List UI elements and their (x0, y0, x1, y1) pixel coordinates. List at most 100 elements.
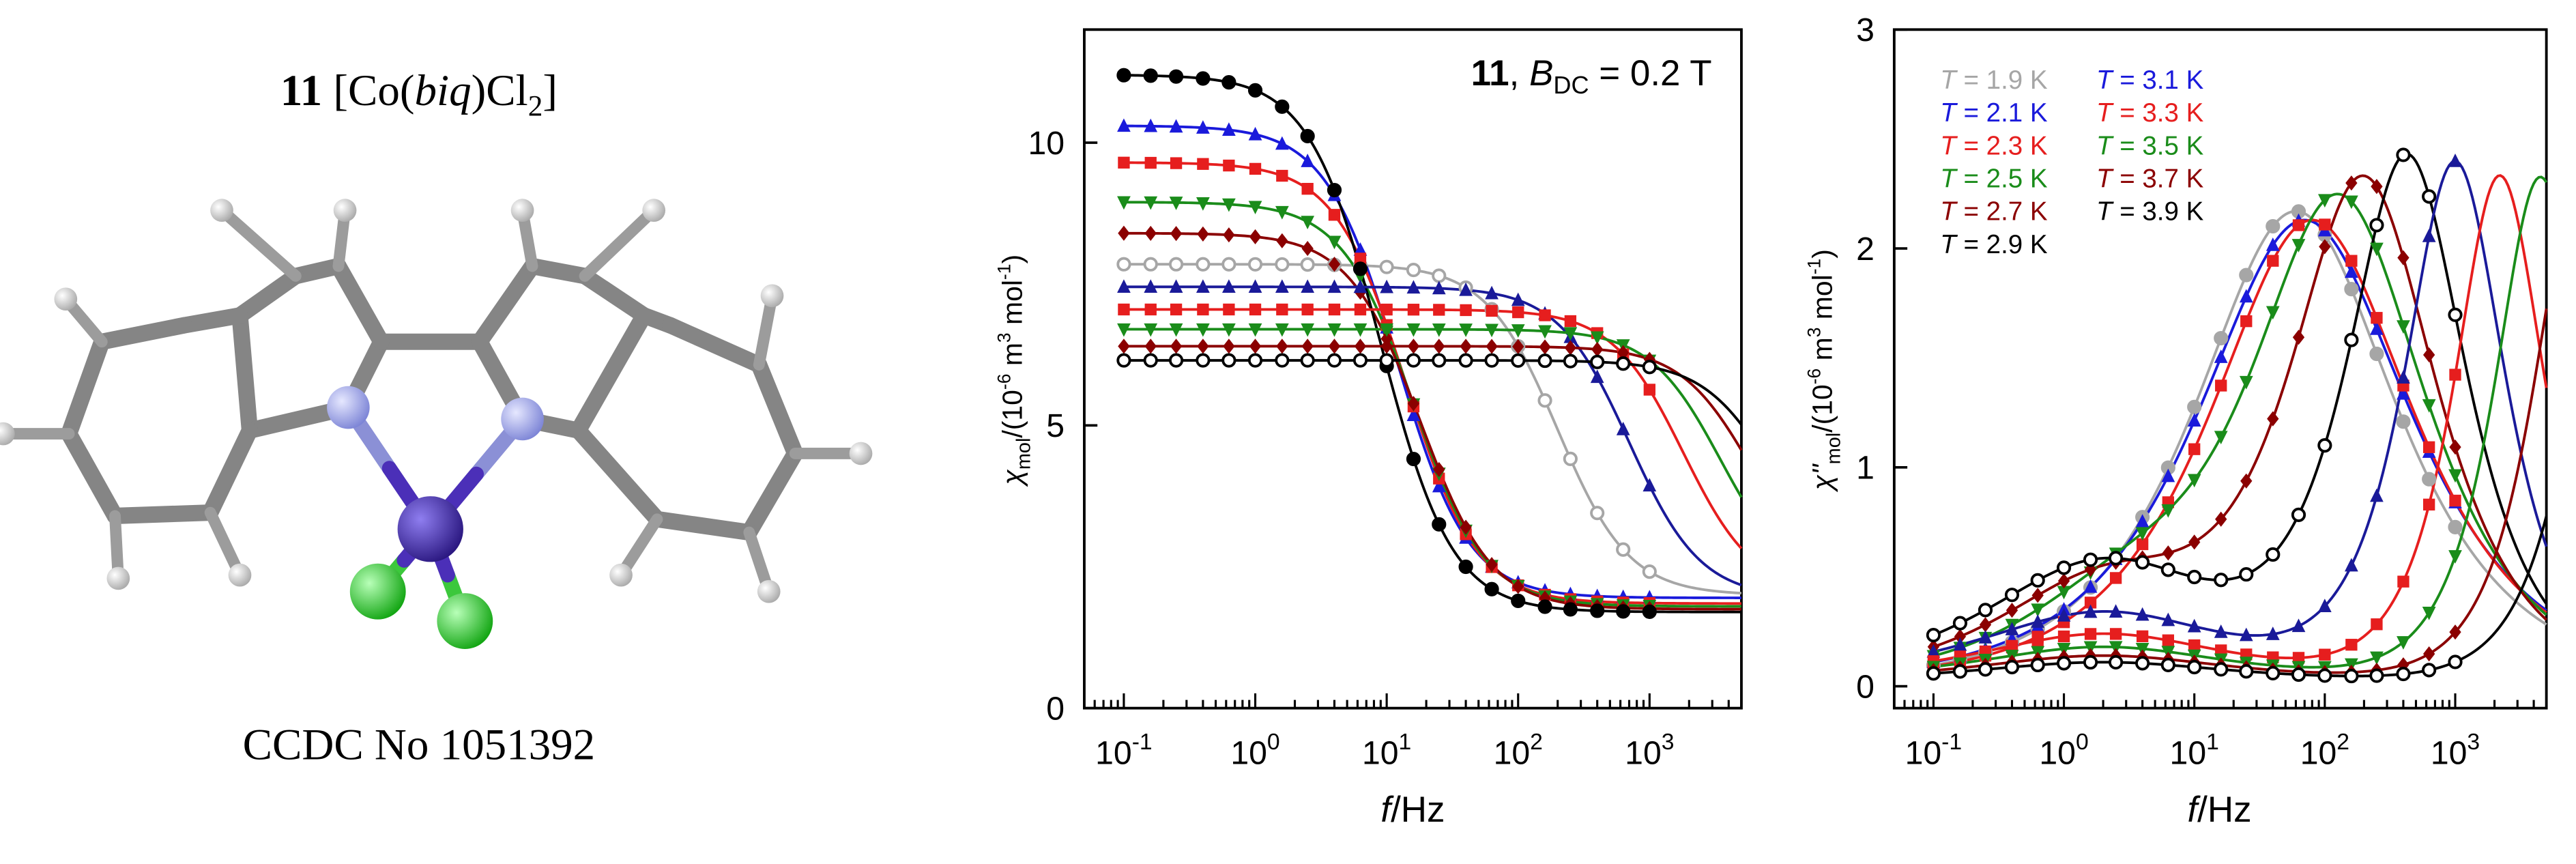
data-point (2266, 306, 2280, 320)
bond (61, 425, 124, 524)
fit-line (1933, 515, 2548, 678)
data-point (2161, 468, 2175, 483)
data-point (2161, 612, 2175, 627)
data-point (1978, 630, 1993, 644)
data-point (1222, 198, 1236, 212)
data-point (1327, 353, 1342, 368)
data-point (1249, 339, 1262, 354)
data-point (1406, 280, 1421, 294)
data-point (1249, 229, 1262, 245)
hydrogen-atom (609, 563, 633, 587)
data-point (1511, 324, 1525, 338)
data-point (2319, 218, 2331, 231)
data-point (1380, 303, 1393, 316)
data-point (2449, 494, 2461, 507)
ligand-name: biq (414, 66, 472, 115)
data-point (1116, 68, 1131, 83)
data-point (1248, 279, 1262, 293)
y-tick-label: 10 (1028, 125, 1065, 162)
data-point (2239, 375, 2253, 390)
bond (648, 510, 757, 541)
data-point (2345, 175, 2358, 191)
data-point (2162, 634, 2175, 646)
data-point (2317, 194, 2332, 208)
data-point (2266, 218, 2281, 234)
data-point (2449, 624, 2461, 640)
data-point (1590, 603, 1605, 618)
fit-line (1123, 263, 1742, 595)
data-point (2135, 607, 2150, 621)
data-point (2214, 349, 2228, 363)
data-point (1380, 323, 1393, 337)
data-point (1512, 306, 1524, 319)
data-point (2448, 307, 2463, 322)
bond (330, 257, 390, 350)
data-point (1222, 323, 1236, 337)
legend-entry: T = 3.1 K (2096, 66, 2204, 95)
data-points (1926, 147, 2463, 684)
hydrogen-atom (0, 422, 15, 446)
data-point (2344, 332, 2359, 347)
data-point (1616, 421, 1630, 435)
data-point (1168, 257, 1184, 272)
data-point (1460, 519, 1472, 535)
data-point (2214, 330, 2229, 346)
hydrogen-atom (760, 284, 784, 308)
data-point (1327, 279, 1342, 293)
data-point (2267, 411, 2279, 427)
data-point (1169, 197, 1183, 210)
data-point (1353, 279, 1367, 293)
data-point (1563, 451, 1578, 466)
legend-entry: T = 1.9 K (1940, 66, 2048, 95)
bond (216, 204, 302, 282)
data-point (1249, 162, 1262, 175)
data-point (2109, 628, 2122, 640)
data-point (2397, 386, 2410, 400)
data-point (1275, 279, 1289, 293)
data-point (2291, 618, 2306, 633)
data-point (1539, 309, 1551, 321)
y-axis: 0 1 2 3 (1856, 12, 1908, 705)
data-point (2397, 370, 2410, 384)
hydrogen-atom (757, 579, 781, 603)
data-point (1301, 279, 1315, 293)
data-point (2056, 560, 2072, 575)
y-axis-label: χ''mol/(10-6 m3 mol-1) (1804, 249, 1845, 492)
data-point (1328, 303, 1341, 316)
data-point (2006, 603, 2018, 618)
data-point (1197, 158, 1209, 170)
data-point (1118, 225, 1130, 241)
data-point (1563, 354, 1578, 369)
data-point (2057, 630, 2070, 643)
y-axis-label: χmol/(10-6 m3 mol-1) (994, 255, 1035, 487)
data-point (2345, 264, 2358, 278)
data-point (1327, 182, 1342, 198)
data-point (2239, 627, 2253, 642)
data-point (2188, 534, 2201, 550)
data-point (2004, 588, 2020, 603)
y-tick-label: 3 (1856, 12, 1875, 48)
data-point (1590, 369, 1604, 384)
data-point (1354, 253, 1367, 265)
data-point (2291, 667, 2306, 682)
bond (579, 204, 660, 282)
x-tick-label: 100 (1230, 729, 1279, 772)
data-point (2449, 440, 2461, 455)
data-point (1485, 285, 1499, 300)
data-point (2422, 347, 2435, 363)
x-axis-label: f/Hz (1380, 790, 1445, 830)
legend-entry: T = 3.5 K (2096, 131, 2204, 160)
compound-title: 11 [Co(biq)Cl2] (164, 66, 674, 124)
data-point (1484, 581, 1499, 596)
chlorine-atom (437, 593, 493, 649)
data-point (1196, 279, 1210, 293)
formula-suffix: ] (542, 66, 558, 115)
data-point (2422, 606, 2436, 620)
data-point (2057, 573, 2070, 589)
data-point (1512, 579, 1524, 594)
data-point (2030, 573, 2045, 588)
data-point (1169, 279, 1183, 293)
data-point (1248, 201, 1262, 215)
data-point (2448, 153, 2462, 167)
